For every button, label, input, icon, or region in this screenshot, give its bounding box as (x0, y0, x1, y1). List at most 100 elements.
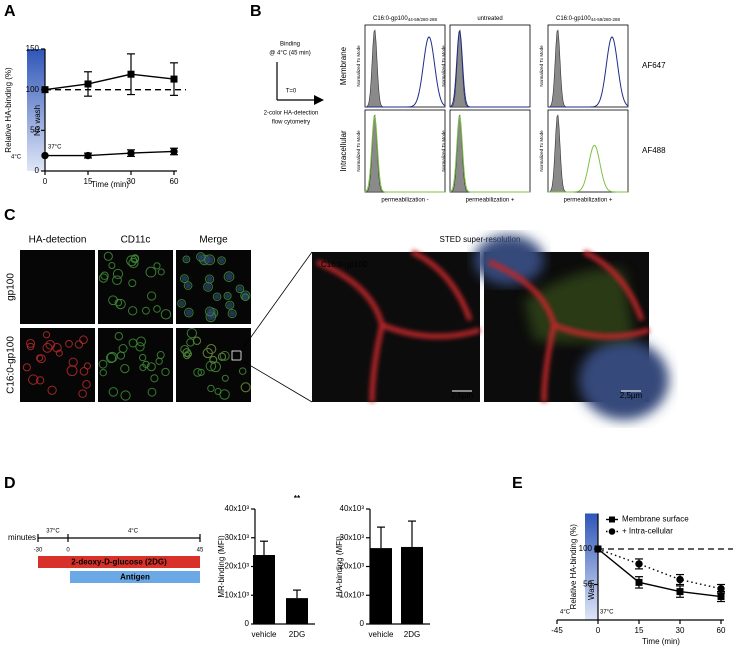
x-axis-label: Time (min) (91, 180, 129, 189)
cell (26, 338, 35, 348)
x-tick-label: -45 (551, 626, 563, 635)
y-axis-label: Normalized To Mode (539, 45, 544, 87)
marker (127, 149, 135, 157)
treatment-label: 2-deoxy-D-glucose (2DG) (71, 558, 167, 567)
marker (84, 151, 92, 160)
column-header: Merge (199, 235, 228, 246)
cell (183, 351, 191, 360)
nucleus (185, 282, 191, 289)
y-axis-label: Normalized To Mode (441, 45, 446, 87)
x-tick-label: 0 (43, 177, 48, 186)
title: untreated (477, 16, 502, 22)
cell (100, 271, 109, 280)
x-tick-label: vehicle (252, 630, 277, 639)
title: C16:0-gp100 (556, 16, 591, 22)
sted-title: STED super-resolution (440, 235, 521, 244)
cell (221, 374, 229, 382)
annotation: No wash (33, 105, 42, 136)
microscopy-panel: HA-detection CD11c Merge gp100 C16:0-gp100 ST… (6, 235, 669, 420)
cell (98, 273, 109, 283)
y-axis-label: Normalized To Mode (356, 45, 361, 87)
cell (47, 385, 57, 395)
x-axis-label: permeabilization - (381, 198, 428, 204)
cell (120, 390, 131, 401)
x-tick-label: vehicle (369, 630, 394, 639)
cell (225, 300, 235, 310)
flow-panel: C16:0-gp10044-59/280-288 permeabilization… (339, 16, 666, 204)
y-tick-label: 50 (30, 125, 39, 134)
cell (114, 298, 123, 307)
nucleus (204, 283, 212, 291)
cell (42, 342, 53, 353)
stain-histogram (548, 36, 629, 108)
phase-label: 37°C (46, 529, 60, 535)
stain-histogram (364, 115, 445, 193)
treatment-label: Antigen (120, 573, 150, 582)
cell (202, 347, 213, 359)
significance: ** (294, 494, 301, 503)
timeline-tick-label: -30 (34, 548, 43, 554)
cell (74, 340, 84, 349)
cell (108, 387, 119, 397)
cell (105, 352, 117, 364)
cell (147, 387, 157, 397)
cell (219, 350, 230, 361)
nucleus (185, 309, 193, 316)
cell (183, 281, 193, 290)
cell (36, 376, 45, 385)
schematic-text: @ 4°C (45 min) (269, 51, 311, 57)
legend-marker (609, 516, 615, 523)
bar-chart: 0 10x10³ 20x10³ 30x10³ 40x10³ vehicle 2DG ** MR-… (217, 494, 315, 639)
nucleus (205, 255, 214, 264)
cell (118, 343, 128, 354)
cell (146, 362, 156, 372)
nucleus (181, 275, 188, 282)
histogram-frame (364, 24, 446, 108)
zoom-line (240, 251, 313, 352)
bar-chart: 0 10x10³ 20x10³ 30x10³ 40x10³ vehicle 2DG HA-bi… (335, 504, 430, 639)
timeline-tick-label: 45 (197, 548, 204, 554)
annotation: Wash (587, 580, 596, 600)
cell (205, 360, 217, 372)
temperature-bar (585, 513, 598, 620)
x-axis-label: permeabilization + (564, 198, 613, 204)
annotation: 4°C (560, 610, 571, 616)
column-title: C16:0-gp10044-59/280-288 (373, 16, 437, 23)
column-title: C16:0-gp10044-59/280-288 (556, 16, 620, 23)
cell (240, 382, 251, 393)
cell (138, 353, 147, 362)
nucleus (218, 257, 225, 264)
series-line (44, 73, 175, 91)
cell (145, 266, 157, 278)
cell (223, 291, 232, 300)
timeline: minutes 37°C 4°C -30 0 45 2-deoxy-D-glucose… (8, 529, 204, 583)
cell (217, 352, 227, 361)
marker (676, 588, 684, 596)
cell (78, 389, 87, 398)
channel-label: AF488 (642, 146, 666, 155)
cell (156, 351, 165, 360)
schematic-text: T=0 (286, 89, 297, 95)
y-tick-label: 30x10³ (340, 533, 365, 542)
cell (108, 295, 118, 306)
y-tick-label: 0 (35, 166, 40, 175)
cell (55, 349, 63, 357)
cell (130, 254, 139, 264)
scale-bar-label: 2,5µm (451, 391, 474, 400)
cell (214, 387, 222, 396)
cell (153, 305, 161, 313)
cell (36, 354, 46, 364)
sted-label: C16:0-gp100 (321, 260, 368, 269)
cell (160, 309, 172, 320)
cell (98, 359, 108, 369)
y-axis-label: Normalized To Mode (441, 130, 446, 172)
cell (65, 339, 73, 348)
y-tick-label: 10x10³ (225, 590, 250, 599)
sted-structures (316, 249, 481, 403)
stain-histogram (548, 144, 628, 193)
cell (79, 335, 88, 345)
nucleus (225, 272, 233, 281)
cell (79, 367, 89, 376)
nucleus (243, 294, 248, 300)
bar (370, 548, 392, 624)
